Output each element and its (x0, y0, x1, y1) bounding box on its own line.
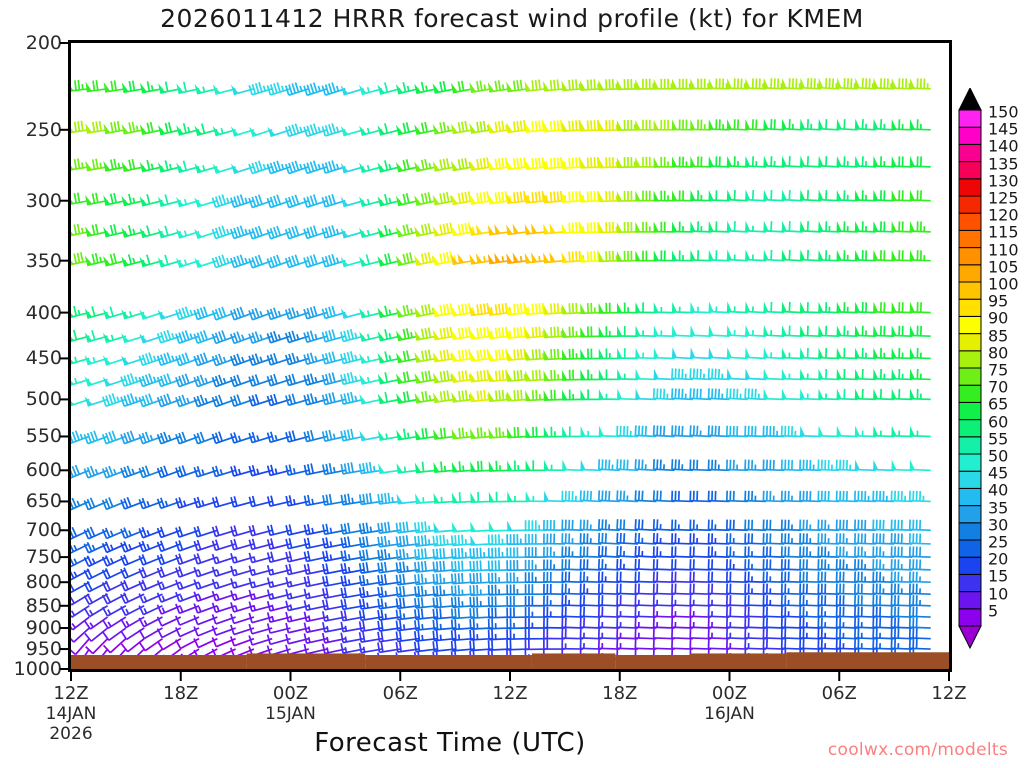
y-axis-tick-label: 850 (25, 594, 62, 617)
colorbar-tick-label: 30 (988, 515, 1009, 535)
colorbar-tick-label: 5 (988, 601, 999, 621)
x-axis-tick-label: 06Z (383, 684, 418, 704)
colorbar-tick-label: 15 (988, 566, 1009, 586)
x-axis-tick-label: 12Z (492, 684, 527, 704)
colorbar-tick-label: 140 (988, 136, 1019, 156)
y-axis-tick-label: 650 (25, 490, 62, 513)
colorbar-tick-label: 35 (988, 498, 1009, 518)
colorbar-tick-label: 90 (988, 308, 1009, 328)
y-axis-tick-label: 700 (25, 519, 62, 542)
y-axis-tick-label: 600 (25, 459, 62, 482)
colorbar-tick-label: 75 (988, 360, 1009, 380)
x-tick-time: 12Z (931, 683, 967, 704)
x-axis-tick-label: 00Z 16JAN (704, 683, 755, 725)
x-tick-time: 12Z (492, 683, 528, 704)
x-axis-tick-label: 12Z (931, 684, 966, 704)
x-axis-labels: 12Z 14JAN 2026 18Z 00Z 15JAN 06Z 12Z 18Z 00Z 16JAN… (0, 680, 1024, 750)
colorbar-tick-label: 145 (988, 119, 1019, 139)
x-axis-tick-label: 12Z 14JAN 2026 (45, 683, 97, 745)
y-axis-tick-label: 350 (25, 249, 62, 272)
y-axis-tick-label: 750 (25, 546, 62, 569)
plot-area-wrapper (68, 40, 952, 672)
colorbar-tick-label: 60 (988, 412, 1009, 432)
colorbar-tick-label: 110 (988, 240, 1019, 260)
colorbar-tick-label: 45 (988, 463, 1009, 483)
colorbar-swatches (958, 88, 982, 650)
y-axis-tick-label: 900 (25, 617, 62, 640)
y-axis-tick-label: 800 (25, 571, 62, 594)
colorbar-tick-label: 25 (988, 532, 1009, 552)
y-axis-tick-label: 300 (25, 189, 62, 212)
colorbar-tick-label: 65 (988, 394, 1009, 414)
chart-title: 2026011412 HRRR forecast wind profile (k… (160, 4, 864, 33)
y-axis-tick-label: 1000 (13, 658, 62, 680)
x-tick-time: 18Z (602, 683, 638, 704)
colorbar-tick-label: 70 (988, 377, 1009, 397)
x-tick-date: 14JAN (45, 704, 97, 724)
x-axis-ticks (70, 672, 950, 681)
x-axis-tick-label: 18Z (163, 684, 198, 704)
x-tick-time: 00Z (711, 683, 748, 704)
wind-barb-field (71, 77, 931, 669)
colorbar-tick-label: 55 (988, 429, 1009, 449)
wind-speed-colorbar: 5 10 15 20 25 30 35 40 45 50 55 60 65 70 75 80 85 90 95 100… (958, 88, 1024, 668)
x-axis-title: Forecast Time (UTC) (314, 728, 586, 758)
x-axis-tick-label: 00Z 15JAN (265, 683, 316, 725)
colorbar-tick-label: 115 (988, 222, 1019, 242)
x-axis-tick-label: 06Z (822, 684, 857, 704)
colorbar-tick-label: 10 (988, 584, 1009, 604)
x-tick-time: 18Z (163, 683, 199, 704)
x-tick-time: 06Z (821, 683, 857, 704)
y-axis-labels: 200 250 300 350 400 450 500 550 600 650 700 750 800 8… (0, 32, 62, 680)
y-axis-tick-label: 550 (25, 425, 62, 448)
x-tick-year: 2026 (49, 724, 93, 744)
x-tick-time: 06Z (382, 683, 418, 704)
y-axis-tick-label: 500 (25, 388, 62, 411)
ground-terrain-band (71, 652, 949, 669)
x-tick-date: 15JAN (265, 704, 316, 724)
colorbar-tick-label: 135 (988, 154, 1019, 174)
colorbar-tick-label: 85 (988, 326, 1009, 346)
y-axis-tick-label: 250 (25, 118, 62, 141)
y-axis-tick-label: 450 (25, 347, 62, 370)
y-axis-tick-label: 950 (25, 638, 62, 661)
colorbar-tick-label: 95 (988, 291, 1009, 311)
x-tick-time: 12Z (53, 683, 89, 704)
x-tick-time: 00Z (272, 683, 309, 704)
colorbar-tick-label: 130 (988, 171, 1019, 191)
colorbar-tick-label: 125 (988, 188, 1019, 208)
colorbar-tick-label: 120 (988, 205, 1019, 225)
plot-frame (68, 40, 952, 672)
y-axis-tick-label: 400 (25, 301, 62, 324)
colorbar-tick-label: 105 (988, 257, 1019, 277)
x-axis-tick-label: 18Z (602, 684, 637, 704)
colorbar-tick-label: 80 (988, 343, 1009, 363)
colorbar-tick-label: 40 (988, 480, 1009, 500)
y-axis-tick-label: 200 (25, 32, 62, 54)
colorbar-tick-label: 50 (988, 446, 1009, 466)
x-tick-date: 16JAN (704, 704, 755, 724)
colorbar-tick-label: 20 (988, 549, 1009, 569)
colorbar-tick-label: 150 (988, 102, 1019, 122)
watermark-link[interactable]: coolwx.com/modelts (827, 740, 1008, 760)
colorbar-tick-label: 100 (988, 274, 1019, 294)
